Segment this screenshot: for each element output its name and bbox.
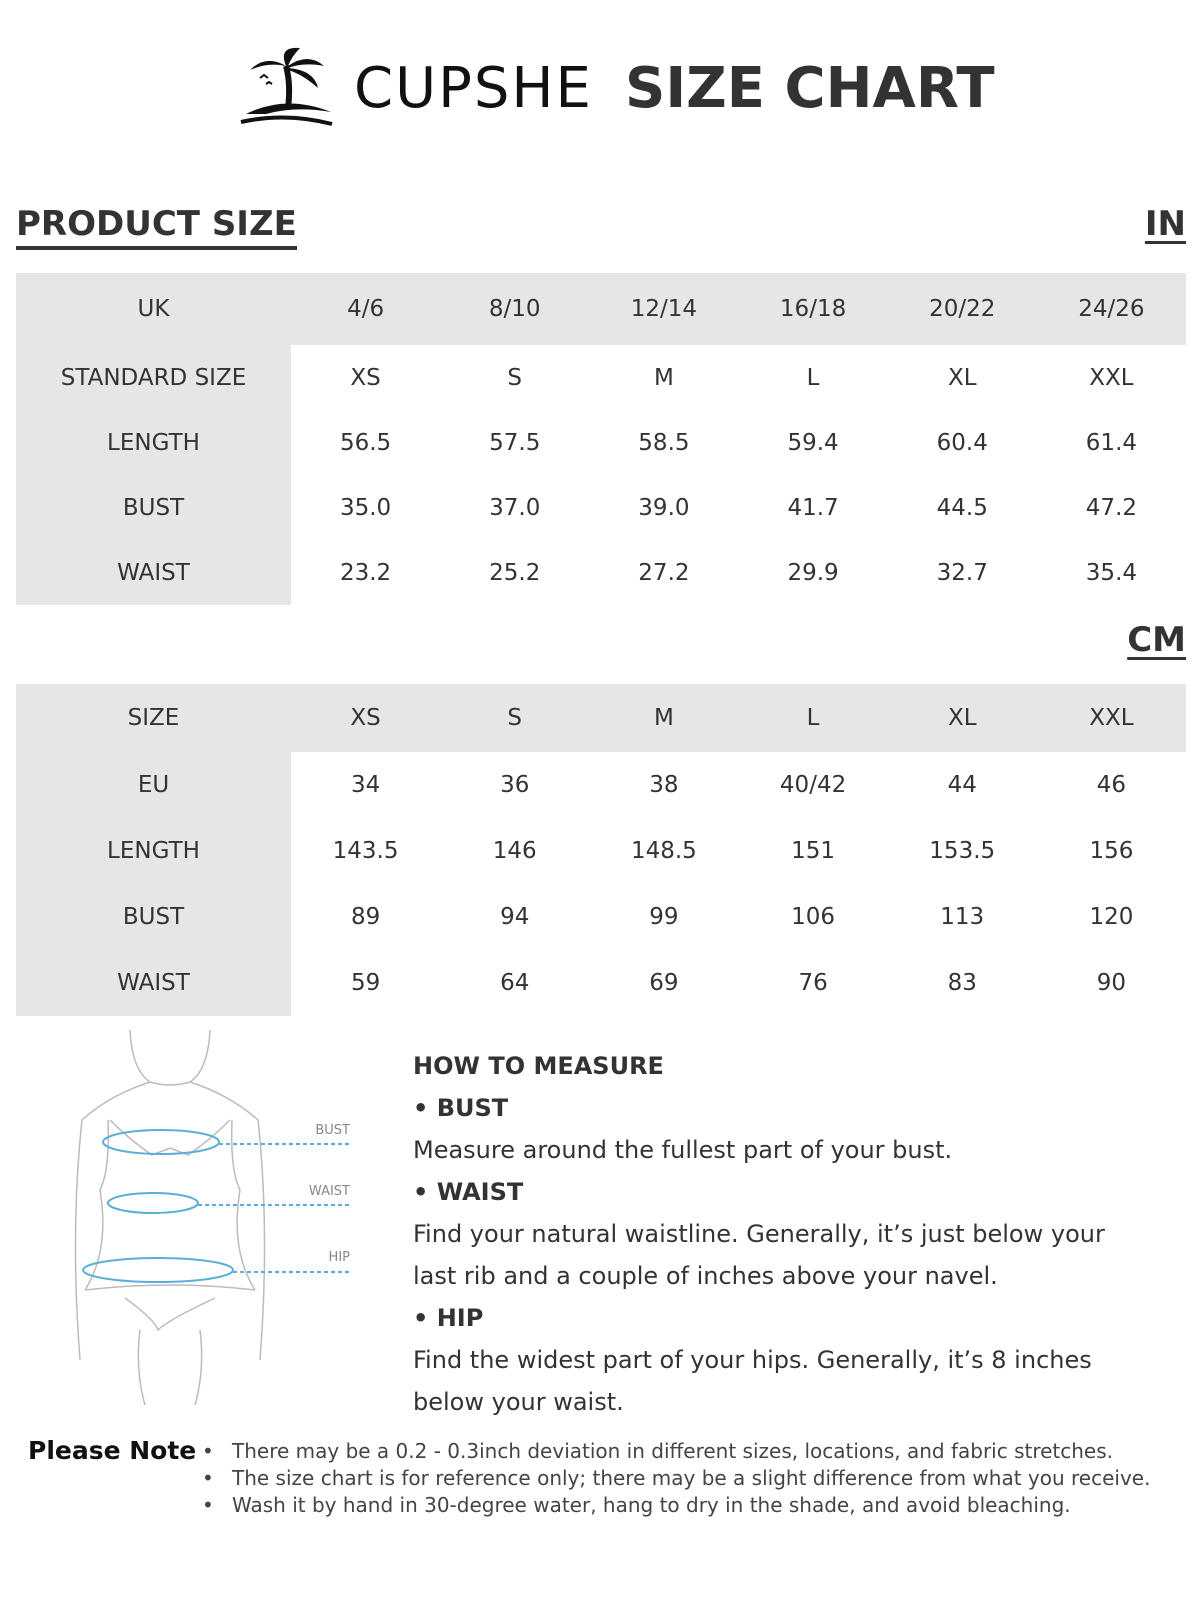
table-cell: 59 bbox=[350, 970, 381, 996]
table-cell: 99 bbox=[649, 904, 679, 930]
table-cell: 38 bbox=[649, 772, 679, 798]
table-cell: 56.5 bbox=[339, 429, 392, 456]
table-cell: 12/14 bbox=[630, 296, 698, 322]
table-cell: 44.5 bbox=[936, 494, 988, 521]
table-cell: 120 bbox=[1089, 904, 1134, 930]
table-cell: 41.7 bbox=[787, 494, 839, 521]
row-label: LENGTH bbox=[107, 429, 200, 456]
table-cell: 37.0 bbox=[489, 494, 541, 521]
table-cell: 16/18 bbox=[779, 296, 847, 322]
measure-title: HOW TO MEASURE bbox=[413, 1052, 664, 1080]
table-cell: 94 bbox=[500, 904, 530, 930]
table-cell: 46 bbox=[1096, 772, 1127, 798]
table-cell: 4/6 bbox=[347, 296, 385, 322]
body-figure: BUST WAIST HIP bbox=[74, 1030, 351, 1405]
table-cell: 44 bbox=[947, 772, 977, 798]
table-cell: M bbox=[653, 705, 674, 731]
row-label: BUST bbox=[122, 494, 185, 521]
table-cell: 61.4 bbox=[1085, 429, 1138, 456]
table-cell: S bbox=[507, 705, 523, 731]
note-item: The size chart is for reference only; th… bbox=[202, 1465, 1192, 1492]
row-label: SIZE bbox=[127, 705, 180, 731]
table-cell: 47.2 bbox=[1085, 494, 1138, 521]
table-cell: 151 bbox=[791, 838, 836, 864]
figure-label: WAIST bbox=[309, 1184, 350, 1199]
brand: CUPSHE bbox=[354, 56, 593, 121]
table-cell: 32.7 bbox=[936, 559, 988, 586]
table-cell: 58.5 bbox=[638, 429, 690, 456]
table-cell: 35.4 bbox=[1085, 559, 1138, 586]
row-label: BUST bbox=[122, 904, 185, 930]
table-cell: 148.5 bbox=[630, 838, 697, 864]
measure-text: Find the widest part of your hips. Gener… bbox=[413, 1346, 1092, 1416]
note-item: There may be a 0.2 - 0.3inch deviation i… bbox=[202, 1438, 1192, 1465]
table-cell: XS bbox=[350, 705, 381, 731]
table-cell: 34 bbox=[350, 772, 381, 798]
table-cell: XS bbox=[350, 364, 381, 391]
row-label: EU bbox=[137, 772, 170, 798]
table-cell: 83 bbox=[947, 970, 977, 996]
table-cell: 106 bbox=[791, 904, 836, 930]
row-label: LENGTH bbox=[107, 838, 200, 864]
table-cell: 60.4 bbox=[936, 429, 988, 456]
table-cell: 90 bbox=[1096, 970, 1127, 996]
table-cell: L bbox=[806, 364, 820, 391]
first-col-bg bbox=[16, 273, 291, 605]
table-cell: 89 bbox=[350, 904, 381, 930]
unit-label: IN bbox=[1144, 204, 1186, 244]
row-label: UK bbox=[137, 296, 170, 322]
table-cell: 76 bbox=[798, 970, 828, 996]
table-cell: 57.5 bbox=[489, 429, 541, 456]
table-cell: 153.5 bbox=[929, 838, 996, 864]
table-cell: M bbox=[653, 364, 674, 391]
logo bbox=[240, 47, 333, 126]
table-cell: 20/22 bbox=[929, 296, 996, 322]
table-cell: 156 bbox=[1089, 838, 1134, 864]
figure-label: HIP bbox=[329, 1250, 351, 1265]
table-cell: 27.2 bbox=[638, 559, 690, 586]
row-label: STANDARD SIZE bbox=[60, 364, 247, 391]
measure-text: Measure around the fullest part of your … bbox=[413, 1136, 953, 1164]
table-cell: XXL bbox=[1089, 364, 1134, 391]
table-cell: XXL bbox=[1089, 705, 1134, 731]
row-label: WAIST bbox=[117, 559, 190, 586]
table-cell: 8/10 bbox=[488, 296, 541, 322]
table-cell: 39.0 bbox=[638, 494, 690, 521]
table-cell: 29.9 bbox=[787, 559, 839, 586]
table-cell: L bbox=[806, 705, 820, 731]
table-cell: 146 bbox=[492, 838, 537, 864]
table-cell: XL bbox=[947, 705, 977, 731]
table-cell: 59.4 bbox=[787, 429, 839, 456]
table-cell: 35.0 bbox=[339, 494, 392, 521]
table-cell: 25.2 bbox=[489, 559, 541, 586]
measure-heading: • HIP bbox=[413, 1304, 484, 1332]
note-list: There may be a 0.2 - 0.3inch deviation i… bbox=[202, 1438, 1192, 1519]
section-title: PRODUCT SIZE bbox=[16, 204, 297, 250]
table-cell: 40/42 bbox=[779, 772, 847, 798]
figure-label: BUST bbox=[315, 1123, 350, 1138]
note-title: Please Note bbox=[28, 1436, 197, 1465]
table-cell: 69 bbox=[649, 970, 679, 996]
table-cell: 143.5 bbox=[332, 838, 399, 864]
row-label: WAIST bbox=[117, 970, 190, 996]
measure-heading: • BUST bbox=[413, 1094, 509, 1122]
table-cell: XL bbox=[947, 364, 977, 391]
note-item: Wash it by hand in 30-degree water, hang… bbox=[202, 1492, 1192, 1519]
table-cell: 23.2 bbox=[339, 559, 392, 586]
measure: HOW TO MEASURE • BUST Measure around the … bbox=[413, 1045, 1133, 1423]
table-cell: 64 bbox=[500, 970, 530, 996]
table-cell: 24/26 bbox=[1078, 296, 1145, 322]
measure-text: Find your natural waistline. Generally, … bbox=[413, 1220, 1105, 1290]
unit-label: CM bbox=[1127, 620, 1186, 660]
first-col-bg bbox=[16, 684, 291, 1016]
title: SIZE CHART bbox=[625, 56, 995, 121]
table-cell: 36 bbox=[500, 772, 530, 798]
table-cell: S bbox=[507, 364, 523, 391]
measure-heading: • WAIST bbox=[413, 1178, 524, 1206]
table-cell: 113 bbox=[940, 904, 985, 930]
